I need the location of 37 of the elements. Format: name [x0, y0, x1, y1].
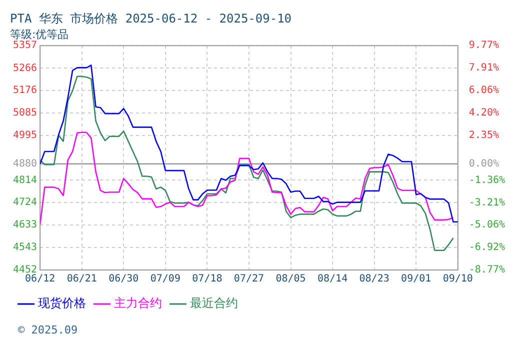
- chart-subtitle: 等级:优等品: [10, 28, 69, 41]
- y2-tick-label: 7.91%: [468, 62, 499, 74]
- x-tick-label: 09/10: [442, 274, 473, 285]
- legend-label: 主力合约: [114, 296, 162, 310]
- chart-title: PTA 华东 市场价格 2025-06-12 - 2025-09-10: [10, 11, 292, 26]
- text: © 2025.09: [18, 323, 78, 336]
- y-tick-label: 4543: [12, 242, 38, 254]
- y-tick-label: 4724: [12, 197, 38, 208]
- x-tick-label: 08/23: [359, 274, 390, 285]
- y-tick-label: 4995: [12, 130, 38, 141]
- y2-tick-label: 4.20%: [468, 108, 499, 119]
- x-tick-label: 08/05: [276, 274, 306, 285]
- x-tick-label: 08/14: [317, 274, 348, 285]
- x-tick-label: 06/12: [25, 274, 56, 285]
- legend-label: 现货价格: [38, 296, 86, 310]
- y-tick-label: 5357: [12, 40, 38, 52]
- y-tick-label: 5085: [12, 108, 38, 119]
- y2-tick-label: 2.35%: [468, 130, 499, 141]
- x-tick-label: 07/09: [150, 274, 180, 285]
- x-tick-label: 09/01: [401, 274, 432, 285]
- y2-tick-label: 0.00%: [468, 158, 499, 170]
- y-tick-label: 5266: [12, 62, 38, 74]
- y2-tick-label: 9.77%: [468, 40, 499, 52]
- y-tick-label: 4880: [12, 158, 38, 170]
- y2-tick-label: 6.06%: [468, 85, 499, 96]
- y-tick-label: 5176: [12, 85, 38, 96]
- y-tick-label: 4814: [12, 174, 38, 186]
- x-tick-label: 07/27: [234, 274, 264, 285]
- legend-label: 最近合约: [190, 296, 238, 310]
- y2-tick-label: -1.36%: [468, 174, 505, 186]
- y-tick-label: 4633: [12, 220, 38, 231]
- x-tick-label: 06/21: [66, 274, 97, 285]
- y2-tick-label: -6.92%: [468, 242, 505, 254]
- x-tick-label: 06/30: [108, 274, 139, 285]
- y2-tick-label: -5.06%: [468, 220, 505, 231]
- x-tick-label: 07/18: [192, 274, 222, 285]
- y2-tick-label: -3.21%: [468, 197, 505, 208]
